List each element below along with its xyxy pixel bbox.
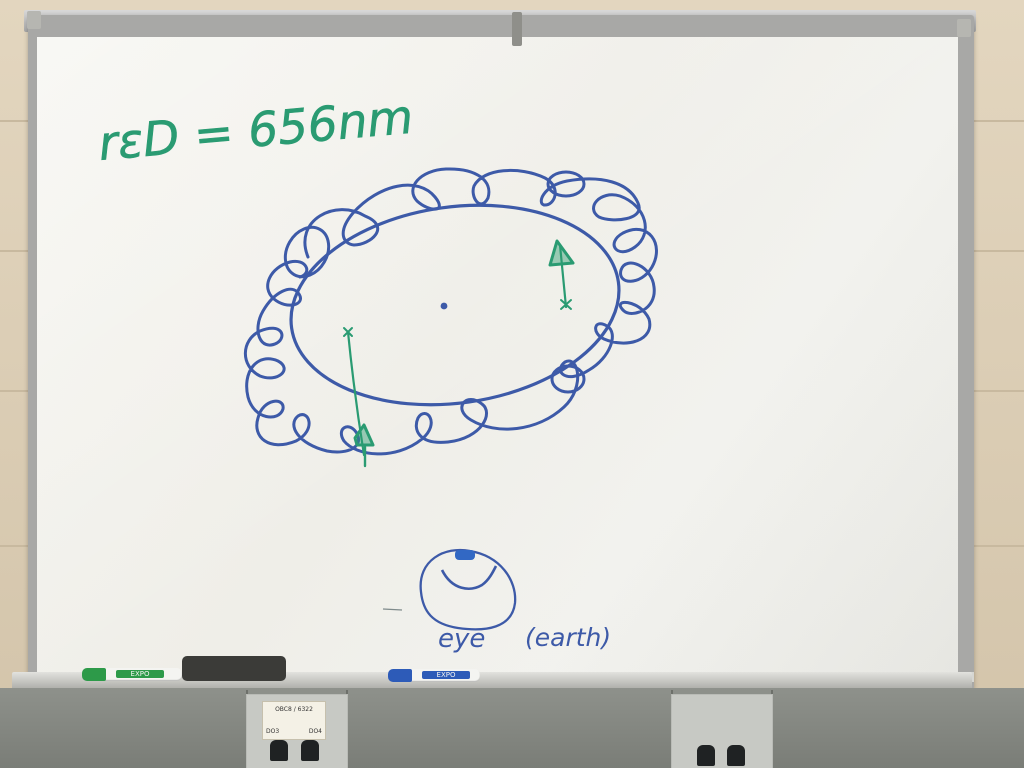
looping-outer-ring bbox=[244, 167, 658, 456]
lower-wall-panel bbox=[0, 688, 1024, 768]
vertical-arrow-line bbox=[346, 330, 366, 457]
power-outlet-box bbox=[671, 694, 773, 768]
network-plate-top-label: OBC8 / 6322 bbox=[275, 706, 313, 713]
power-plug-left bbox=[697, 745, 715, 766]
upper-arrow-line bbox=[558, 243, 568, 309]
earth-label: (earth) bbox=[525, 623, 611, 652]
network-jack-plate: OBC8 / 6322 DO3 DO4 bbox=[262, 701, 326, 740]
orbit-drawing bbox=[244, 167, 658, 456]
rail-end-left bbox=[27, 11, 41, 29]
x-mark-top bbox=[343, 327, 353, 337]
green-marker-cap bbox=[82, 668, 106, 681]
eye-circle bbox=[419, 548, 517, 631]
center-dot bbox=[440, 302, 448, 310]
green-marker-label: EXPO bbox=[116, 670, 164, 678]
green-marker: EXPO bbox=[82, 668, 182, 681]
inner-ellipse bbox=[289, 203, 621, 407]
board-clip bbox=[512, 12, 522, 46]
x-mark-right bbox=[560, 299, 572, 310]
power-plug-right bbox=[727, 745, 745, 766]
network-plug-right bbox=[301, 740, 319, 761]
loop-marker-3 bbox=[550, 364, 586, 394]
blue-marker: EXPO bbox=[388, 669, 480, 682]
upper-triangle-arrow bbox=[548, 239, 575, 267]
blue-marker-cap bbox=[388, 669, 412, 682]
eye-label: eye bbox=[438, 624, 485, 654]
rail-end-right bbox=[957, 19, 971, 37]
eye-highlight bbox=[455, 550, 475, 560]
lower-triangle-arrow bbox=[353, 423, 375, 447]
loop-marker-2 bbox=[546, 170, 586, 198]
network-plug-left bbox=[270, 740, 288, 761]
eye-curve bbox=[440, 565, 498, 590]
eye-drawing bbox=[382, 548, 517, 631]
loop-marker-1 bbox=[283, 225, 331, 279]
network-plate-left-label: DO3 bbox=[266, 728, 280, 735]
eye-smudge bbox=[382, 608, 403, 611]
blue-marker-label: EXPO bbox=[422, 671, 470, 679]
eye-labels: eye (earth) bbox=[438, 623, 611, 654]
board-eraser bbox=[182, 656, 286, 681]
network-plate-right-label: DO4 bbox=[308, 728, 322, 735]
green-arrows bbox=[343, 239, 575, 468]
board-reflection bbox=[37, 37, 958, 673]
